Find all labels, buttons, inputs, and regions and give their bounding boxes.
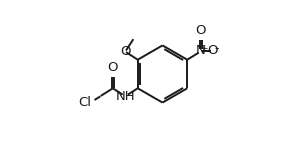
Text: NH: NH <box>115 90 135 103</box>
Text: +: + <box>200 44 208 53</box>
Text: Cl: Cl <box>78 96 92 109</box>
Text: O: O <box>208 44 218 57</box>
Text: O: O <box>195 24 206 37</box>
Text: -: - <box>214 42 218 55</box>
Text: O: O <box>120 45 131 58</box>
Text: O: O <box>108 61 118 74</box>
Text: N: N <box>195 44 205 57</box>
